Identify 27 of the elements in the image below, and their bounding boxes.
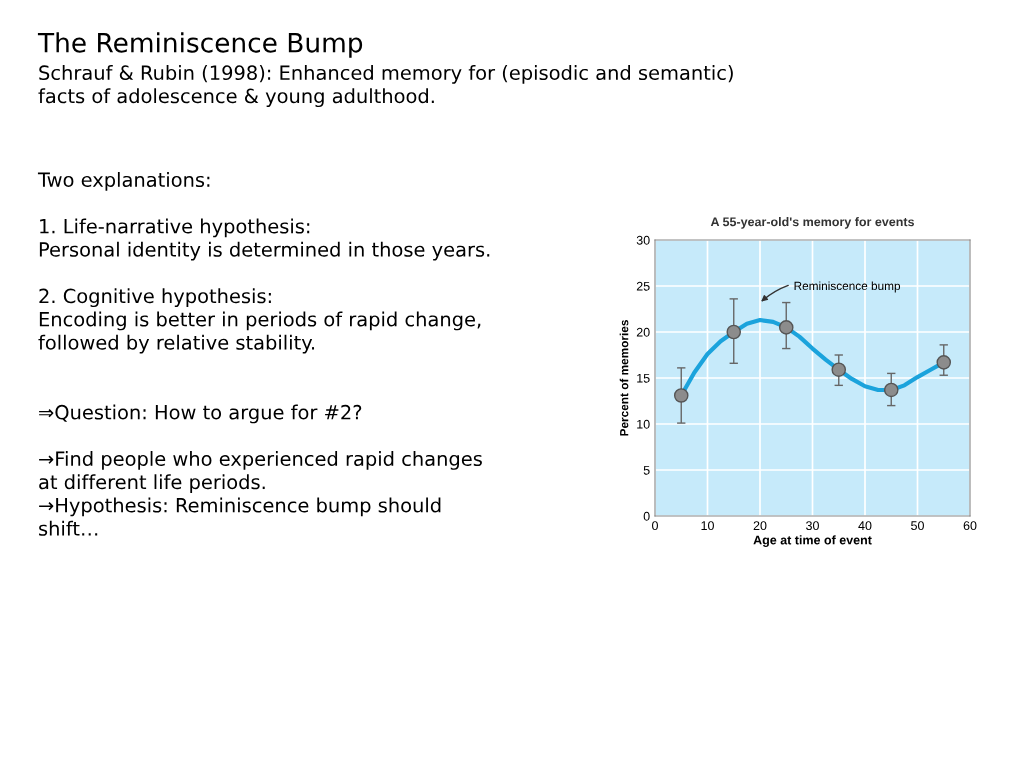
y-tick-label: 0 [643, 511, 650, 521]
annotation: Reminiscence bump [794, 281, 901, 293]
x-axis-title: Age at time of event [753, 535, 872, 547]
x-tick-label: 0 [652, 521, 658, 531]
point [673, 388, 689, 403]
chart-title: A 55-year-old's memory for events [710, 217, 914, 229]
y-tick-label: 5 [643, 465, 650, 475]
point [883, 382, 899, 398]
point [831, 362, 847, 378]
y-tick-label: 10 [637, 419, 650, 429]
text: Two explanations: 1. Life-narrative hypothesis: Personal identity is determined in those years. 2. Cognitive hypothesis: Encoding is better in periods of rapid change, followed by relative stability. ⇒Question: How to argue for #2? →Find people who experienced rapid changes at different life periods. →Hypothesis: Reminiscence bump should shift… [37, 172, 490, 536]
x-tick-label: 40 [858, 521, 872, 531]
text: The Reminiscence Bump [37, 32, 363, 58]
x-tick-label: 10 [701, 521, 714, 531]
x-tick-label: 20 [753, 521, 767, 531]
x-tick-label: 30 [806, 521, 819, 531]
x-tick-label: 60 [963, 521, 977, 531]
y-tick-label: 25 [636, 281, 650, 291]
y-tick-label: 20 [636, 327, 650, 337]
y-tick-label: 15 [637, 373, 650, 383]
point [726, 324, 742, 340]
point [936, 355, 952, 370]
y-tick-label: 30 [636, 235, 650, 245]
y-axis-title: Percent of memories [619, 320, 629, 436]
x-tick-label: 50 [911, 521, 924, 531]
text: Schrauf & Rubin (1998): Enhanced memory for (episodic and semantic) facts of adolescence & young adulthood. [38, 65, 733, 108]
point [778, 320, 794, 335]
